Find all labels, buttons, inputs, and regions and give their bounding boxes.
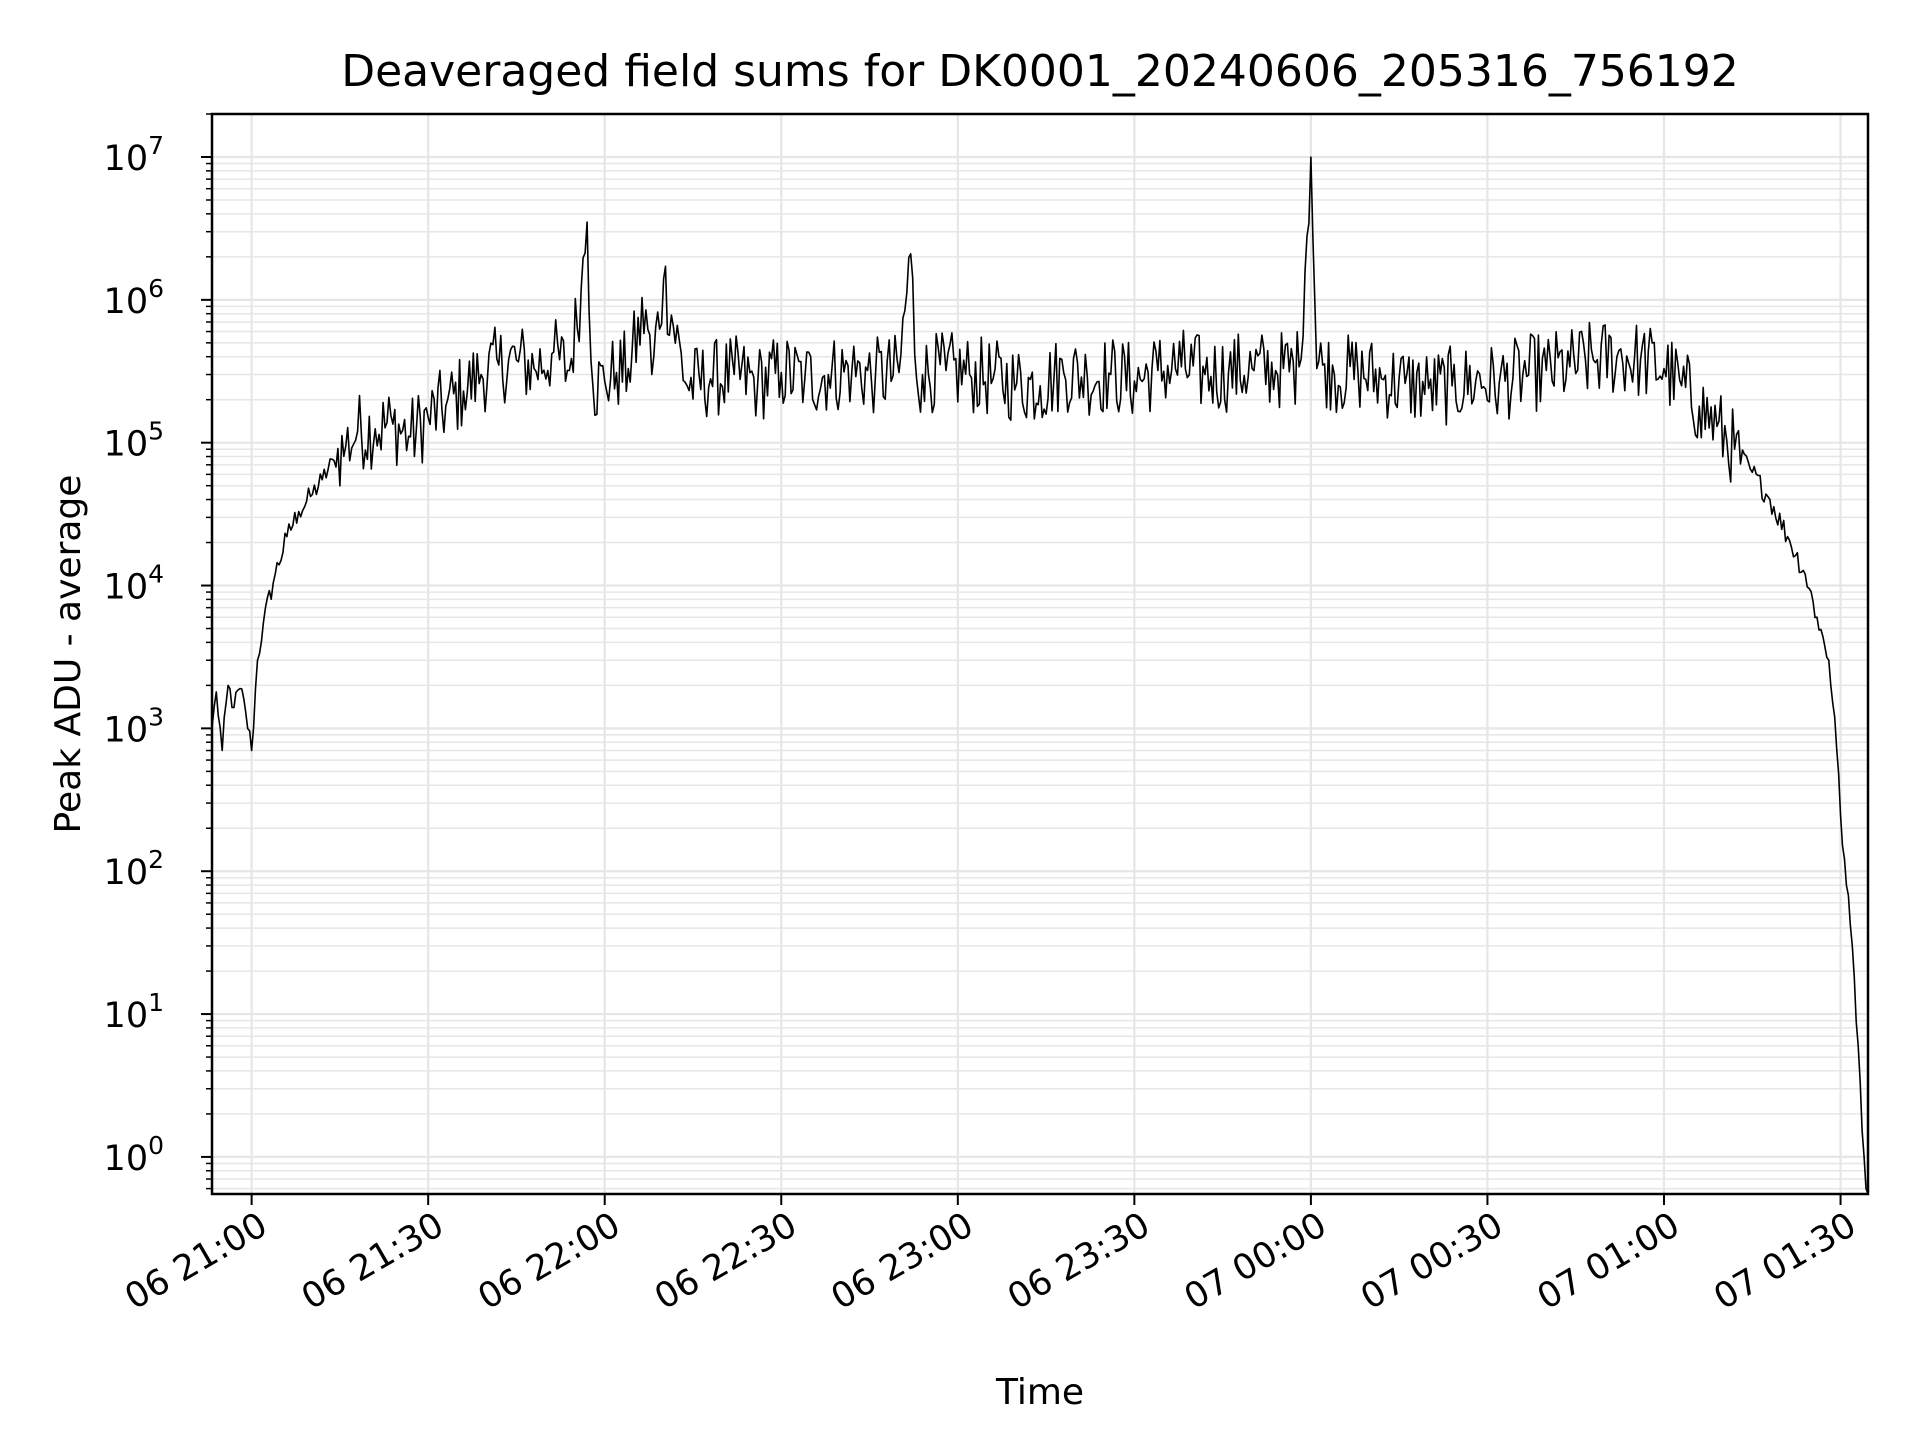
y-axis-label: Peak ADU - average (48, 475, 89, 834)
x-tick-label: 07 01:30 (1707, 1205, 1863, 1318)
y-axis: 100 101 102 103 104 105 106 107 (104, 113, 212, 1190)
x-tick-label: 06 23:00 (825, 1205, 981, 1318)
y-tick-label: 105 (104, 417, 164, 465)
y-tick-label: 104 (104, 560, 164, 608)
series-line (211, 156, 1869, 1195)
x-tick-label: 07 00:00 (1178, 1205, 1334, 1318)
y-tick-label: 102 (104, 845, 164, 893)
y-tick-label: 107 (104, 131, 164, 179)
grid-lines (212, 113, 1868, 1194)
x-tick-label: 06 23:30 (1001, 1205, 1157, 1318)
x-axis: 06 21:00 06 21:30 06 22:00 06 22:30 06 23:00… (119, 1194, 1863, 1318)
x-tick-label: 07 01:00 (1531, 1205, 1687, 1318)
plot-frame (210, 112, 1870, 1196)
y-tick-label: 101 (104, 988, 164, 1036)
x-tick-label: 06 21:30 (295, 1205, 451, 1318)
y-tick-label: 106 (104, 274, 164, 322)
x-axis-label: Time (995, 1372, 1084, 1413)
x-tick-label: 06 22:00 (472, 1205, 628, 1318)
x-tick-label: 07 00:30 (1354, 1205, 1510, 1318)
y-tick-label: 100 (104, 1131, 164, 1179)
x-tick-label: 06 21:00 (119, 1205, 275, 1318)
plot-area (211, 156, 1869, 1195)
chart-title: Deaveraged field sums for DK0001_2024060… (341, 46, 1739, 97)
x-tick-label: 06 22:30 (648, 1205, 804, 1318)
y-tick-label: 103 (104, 702, 164, 750)
